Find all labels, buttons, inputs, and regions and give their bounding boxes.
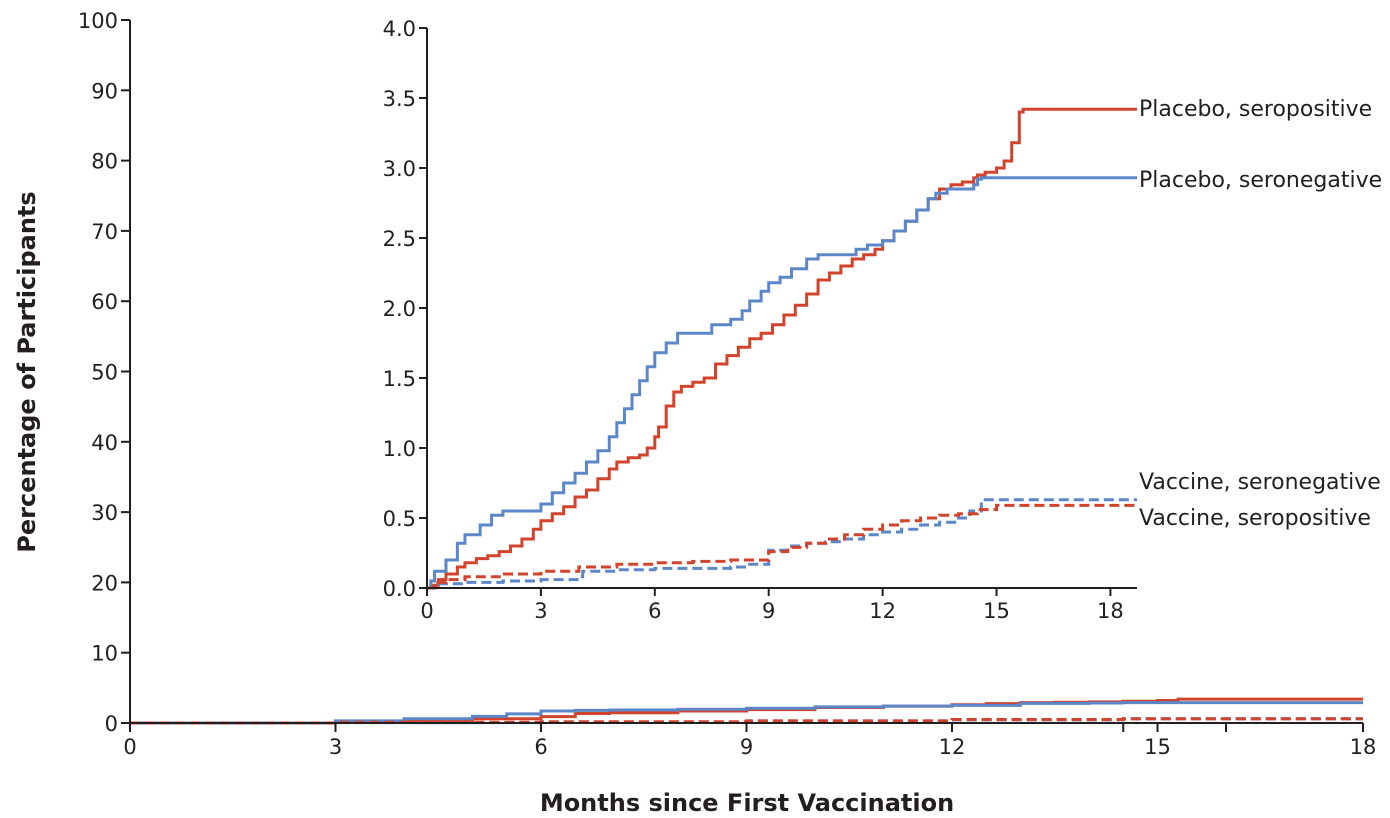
- inset-chart: 0 3 6 9 12 15 18 0.0 0.5 1.0 1.5 2.0 2.5 3.0 3.5 4.0: [383, 17, 1137, 623]
- main-x-tick-label: 9: [740, 735, 753, 759]
- inset-y-tick-label: 1.0: [383, 437, 416, 461]
- y-axis-title: Percentage of Participants: [13, 191, 41, 552]
- inset-series-vaccine-seropositive: [427, 505, 1137, 588]
- main-y-tick-label: 40: [91, 431, 118, 455]
- inset-y-tick-label: 3.0: [383, 157, 416, 181]
- main-y-tick-label: 80: [91, 150, 118, 174]
- inset-x-tick-label: 15: [983, 599, 1010, 623]
- inset-y-tick-label: 1.5: [383, 367, 416, 391]
- inset-x-tick-label: 0: [420, 599, 433, 623]
- main-y-tick-label: 60: [91, 290, 118, 314]
- inset-y-tick-label: 2.5: [383, 227, 416, 251]
- main-x-tick-label: 0: [123, 735, 136, 759]
- inset-y-tick-label: 4.0: [383, 17, 416, 41]
- x-axis-title: Months since First Vaccination: [540, 789, 954, 817]
- inset-y-tick-label: 2.0: [383, 297, 416, 321]
- inset-x-tick-label: 12: [869, 599, 896, 623]
- main-y-tick-label: 90: [91, 79, 118, 103]
- main-y-tick-label: 10: [91, 642, 118, 666]
- inset-series-placebo-seronegative: [427, 178, 1137, 588]
- legend-label-vaccine-seropositive: Vaccine, seropositive: [1139, 506, 1371, 531]
- legend-label-vaccine-seronegative: Vaccine, seronegative: [1139, 470, 1381, 495]
- inset-x-tick-label: 3: [534, 599, 547, 623]
- main-y-tick-label: 50: [91, 361, 118, 385]
- inset-y-tick-label: 3.5: [383, 87, 416, 111]
- inset-y-tick-label: 0.5: [383, 507, 416, 531]
- main-y-tick-label: 0: [105, 712, 118, 736]
- main-y-tick-label: 20: [91, 571, 118, 595]
- legend-label-placebo-seronegative: Placebo, seronegative: [1139, 168, 1382, 193]
- inset-x-tick-label: 6: [648, 599, 661, 623]
- inset-y-tick-label: 0.0: [383, 577, 416, 601]
- main-y-tick-label: 30: [91, 501, 118, 525]
- main-y-tick-label: 100: [78, 9, 118, 33]
- main-x-tick-label: 18: [1350, 735, 1377, 759]
- inset-x-tick-label: 9: [762, 599, 775, 623]
- inset-series-placebo-seropositive: [427, 109, 1137, 588]
- main-x-tick-label: 6: [534, 735, 547, 759]
- inset-x-tick-label: 18: [1097, 599, 1124, 623]
- main-y-tick-label: 70: [91, 220, 118, 244]
- main-x-tick-label: 3: [329, 735, 342, 759]
- main-x-tick-label: 12: [939, 735, 966, 759]
- main-x-tick-label: 15: [1144, 735, 1171, 759]
- legend-label-placebo-seropositive: Placebo, seropositive: [1139, 97, 1372, 122]
